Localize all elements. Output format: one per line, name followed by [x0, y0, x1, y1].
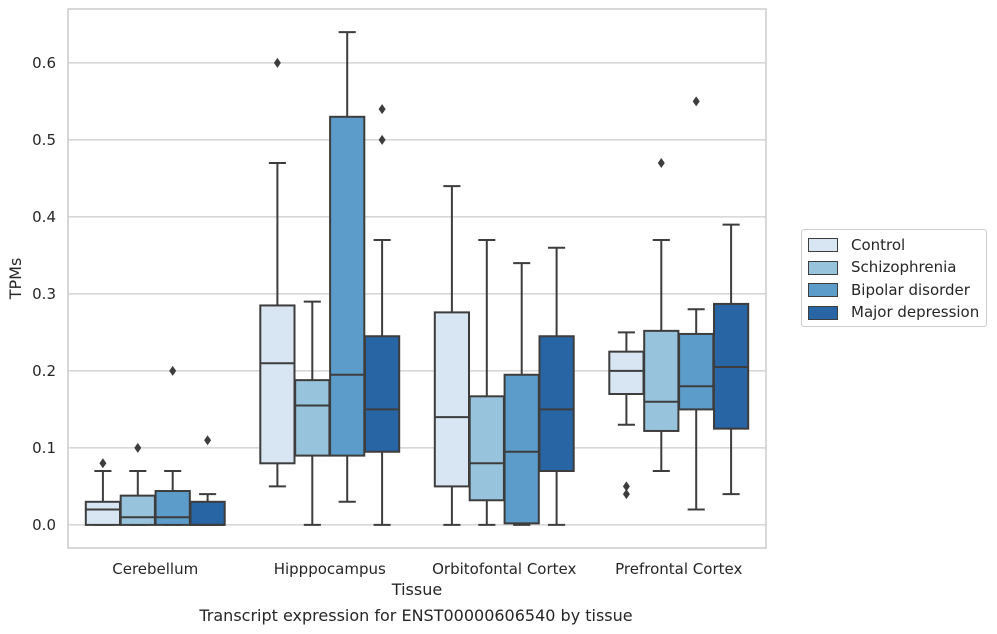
box	[643, 329, 680, 432]
legend-item: Schizophrenia	[808, 257, 986, 280]
outlier-point	[134, 442, 142, 453]
y-tick-label: 0.1	[32, 439, 56, 457]
outlier-point	[622, 481, 630, 492]
plot-frame	[67, 8, 767, 549]
y-tick-label: 0.2	[32, 362, 56, 380]
box	[503, 373, 540, 525]
x-axis-label: Tissue	[391, 580, 442, 599]
outlier-point	[99, 458, 107, 469]
outlier-point	[657, 158, 665, 168]
box	[84, 500, 122, 526]
legend-swatch	[808, 238, 838, 253]
legend-label: Schizophrenia	[851, 258, 957, 277]
x-tick-label: Prefrontal Cortex	[615, 560, 742, 578]
chart-caption: Transcript expression for ENST0000060654…	[199, 606, 633, 625]
y-tick-label: 0.0	[32, 516, 56, 534]
y-tick-label: 0.6	[32, 54, 56, 72]
outlier-point	[204, 435, 212, 446]
legend-swatch	[808, 305, 838, 320]
x-tick-label: Cerebellum	[112, 560, 198, 578]
box	[468, 395, 505, 502]
box	[538, 335, 575, 472]
y-tick-label: 0.5	[32, 131, 56, 149]
box	[154, 490, 191, 526]
legend-item: Major depression	[808, 302, 986, 325]
legend-swatch	[808, 283, 838, 298]
box	[329, 115, 366, 457]
box	[678, 332, 715, 411]
y-axis-label: TPMs	[6, 258, 25, 301]
outlier-point	[378, 134, 386, 145]
outlier-point	[169, 365, 177, 376]
box	[119, 494, 156, 526]
legend: Control Schizophrenia Bipolar disorder Majo…	[801, 229, 987, 327]
box	[363, 335, 401, 453]
legend-swatch	[808, 260, 838, 275]
outlier-point	[378, 104, 386, 115]
plot-area	[68, 9, 766, 548]
legend-label: Bipolar disorder	[851, 280, 970, 299]
box	[259, 304, 296, 465]
x-tick-label: Hipppocampus	[274, 560, 386, 578]
box	[433, 311, 471, 488]
x-tick-label: Orbitofontal Cortex	[432, 560, 576, 578]
outlier-point	[622, 489, 630, 500]
box	[294, 379, 331, 457]
box	[189, 500, 226, 526]
y-tick-label: 0.3	[32, 285, 56, 303]
outlier-point	[692, 96, 700, 107]
legend-label: Major depression	[851, 303, 980, 322]
box	[608, 350, 645, 395]
legend-label: Control	[851, 235, 906, 254]
legend-item: Bipolar disorder	[808, 279, 986, 302]
legend-item: Control	[808, 234, 986, 257]
y-tick-label: 0.4	[32, 208, 56, 226]
outlier-point	[273, 57, 281, 68]
